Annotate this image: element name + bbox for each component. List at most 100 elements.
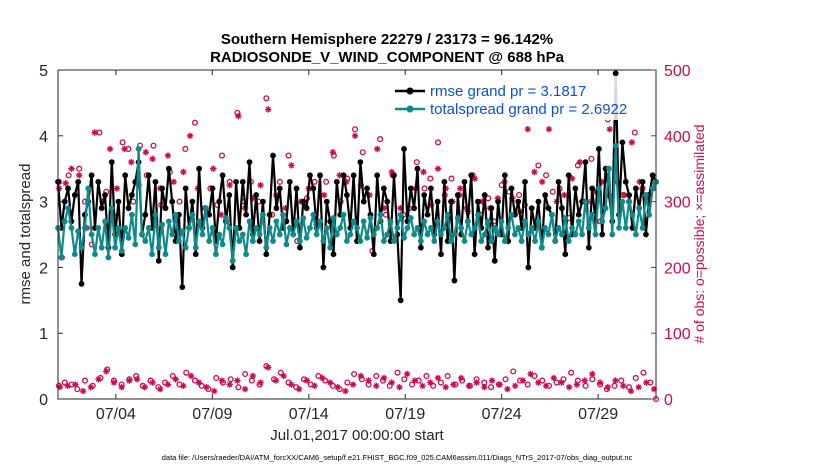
spread-point [139, 231, 145, 238]
rmse-point [182, 185, 189, 192]
obs-assimilated-low-point [164, 381, 172, 388]
spread-point [209, 225, 216, 231]
rmse-point [589, 185, 596, 192]
spread-point [391, 238, 397, 244]
spread-point [226, 225, 233, 231]
obs-assimilated-point [336, 172, 343, 179]
spread-point [95, 225, 102, 231]
obs-possible-point [285, 152, 292, 159]
spread-point [511, 231, 518, 238]
spread-point [475, 211, 481, 218]
spread-point [387, 218, 394, 225]
rmse-point [273, 205, 280, 212]
obs-assimilated-low-point [635, 383, 642, 391]
rmse-point [391, 172, 397, 179]
obs-assimilated-point [545, 126, 553, 133]
rmse-point [448, 198, 454, 205]
rmse-point [310, 185, 317, 192]
spread-point [313, 231, 320, 238]
rmse-point [468, 172, 475, 179]
obs-assimilated-point [457, 185, 464, 192]
spread-point [105, 254, 112, 261]
obs-assimilated-low-point [365, 377, 372, 384]
obs-assimilated-point [366, 191, 373, 199]
obs-possible-point [413, 159, 420, 166]
spread-point [85, 185, 92, 192]
spread-point [636, 205, 643, 212]
spread-point [501, 238, 508, 244]
obs-possible-low-point [386, 382, 393, 389]
rmse-point [88, 172, 95, 179]
spread-point [98, 244, 105, 251]
rmse-point [122, 172, 129, 179]
spread-point [179, 228, 186, 235]
spread-point [327, 244, 334, 251]
spread-point [548, 211, 555, 218]
spread-point [172, 211, 179, 218]
obs-possible-point [150, 142, 157, 149]
obs-assimilated-point [257, 181, 264, 189]
spread-point [609, 231, 616, 238]
obs-possible-point [276, 178, 283, 185]
rmse-point [266, 211, 273, 218]
spread-point [112, 244, 119, 251]
obs-assimilated-point [180, 168, 187, 176]
spread-point [320, 238, 327, 244]
spread-point [592, 231, 599, 238]
spread-point [535, 218, 542, 225]
spread-point [441, 225, 448, 231]
spread-point [243, 251, 250, 258]
obs-assimilated-low-point [604, 383, 611, 391]
rmse-point [219, 172, 226, 179]
obs-possible-low-point [444, 372, 451, 380]
spread-point [118, 248, 125, 254]
obs-assimilated-low-point [496, 381, 503, 388]
spread-point [622, 225, 629, 231]
spread-point [162, 251, 169, 258]
rmse-point [414, 165, 421, 172]
obs-assimilated-low-point [442, 383, 449, 391]
spread-point [169, 231, 176, 238]
spread-point [485, 218, 491, 225]
rmse-point [488, 205, 495, 212]
rmse-point [152, 178, 159, 185]
obs-possible-point [421, 185, 428, 192]
spread-point [579, 231, 585, 238]
rmse-point [276, 185, 283, 192]
rmse-point [542, 192, 549, 198]
spread-point [367, 215, 374, 221]
obs-possible-low-point [373, 372, 380, 380]
rmse-point [159, 185, 166, 192]
obs-assimilated-point [106, 145, 114, 153]
obs-assimilated-point [494, 195, 502, 202]
spread-point [377, 211, 384, 218]
obs-assimilated-low-point [72, 381, 79, 388]
obs-possible-low-point [329, 382, 336, 389]
rmse-point [417, 244, 424, 251]
spread-point [626, 198, 633, 205]
y-left-tick-label: 5 [39, 63, 48, 80]
spread-point [266, 225, 273, 231]
spread-point [263, 244, 270, 251]
rmse-point [572, 185, 579, 192]
spread-point [495, 231, 502, 238]
obs-assimilated-low-point [272, 377, 280, 384]
rmse-point [582, 159, 589, 166]
obs-assimilated-low-point [427, 379, 434, 386]
obs-possible-low-point [524, 381, 531, 388]
obs-assimilated-low-point [249, 372, 257, 380]
obs-possible-low-point [401, 376, 408, 383]
rmse-point [522, 178, 528, 185]
spread-point [595, 185, 602, 192]
obs-assimilated-low-point [118, 383, 125, 391]
spread-point [219, 241, 226, 248]
x-tick-label: 07/24 [482, 406, 522, 423]
obs-assimilated-point [397, 204, 404, 212]
spread-point [192, 244, 199, 251]
obs-possible-low-point [502, 376, 509, 383]
obs-assimilated-point [620, 191, 628, 199]
obs-assimilated-low-point [342, 387, 349, 395]
spread-point [411, 231, 418, 238]
rmse-point [441, 178, 448, 185]
obs-assimilated-point [121, 145, 128, 153]
